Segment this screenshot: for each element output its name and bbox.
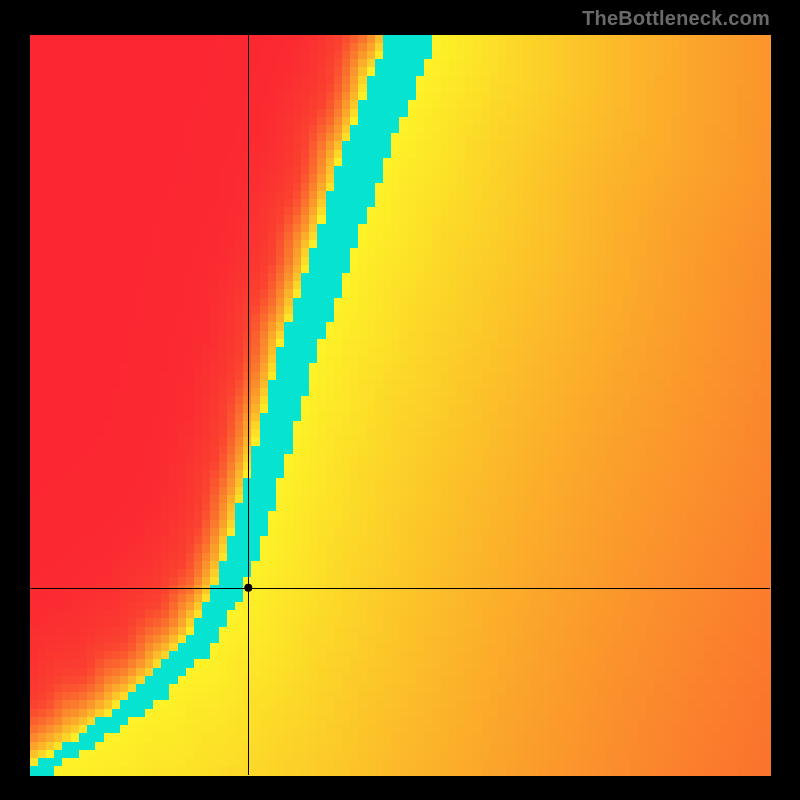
watermark-text: TheBottleneck.com xyxy=(582,8,770,31)
heatmap-canvas xyxy=(0,0,800,800)
chart-container: TheBottleneck.com xyxy=(0,0,800,800)
